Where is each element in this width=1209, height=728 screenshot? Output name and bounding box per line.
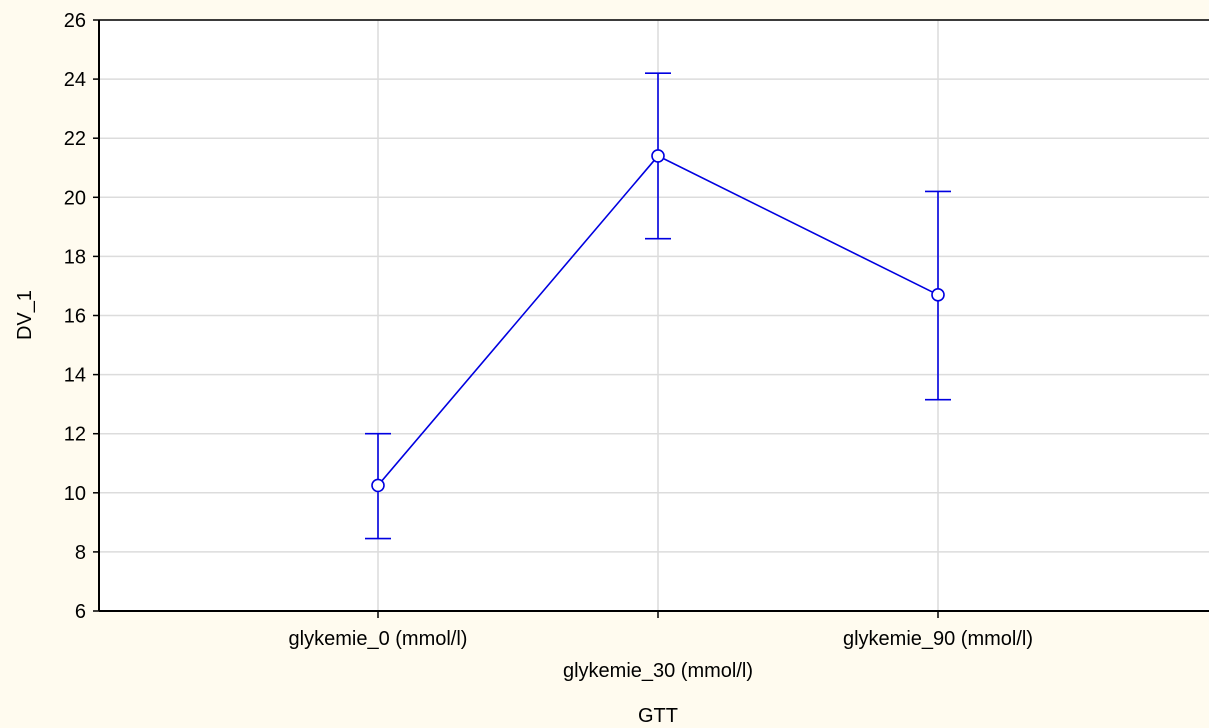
y-tick-label: 22 (64, 128, 86, 150)
x-tick-label: glykemie_0 (mmol/l) (289, 628, 468, 650)
axes-layer (93, 19, 1209, 618)
y-tick-label: 10 (64, 483, 86, 505)
y-tick-label: 24 (64, 69, 86, 91)
y-tick-label: 14 (64, 365, 86, 387)
data-point (371, 478, 385, 493)
x-tick-labels: glykemie_0 (mmol/l) glykemie_30 (mmol/l) g… (289, 628, 1034, 682)
y-tick-label: 6 (75, 601, 86, 623)
y-tick-label: 20 (64, 187, 86, 209)
y-tick-labels: 6 8 10 12 14 16 18 20 22 24 26 (64, 10, 86, 623)
data-point (931, 288, 945, 302)
y-tick-label: 26 (64, 10, 86, 32)
x-tick-label: glykemie_30 (mmol/l) (563, 660, 753, 682)
y-tick-label: 16 (64, 306, 86, 328)
data-point (651, 149, 665, 163)
y-tick-label: 12 (64, 424, 86, 446)
series-layer (365, 72, 951, 540)
x-axis-title: GTT (638, 705, 678, 727)
y-axis-title: DV_1 (14, 290, 36, 340)
y-tick-label: 18 (64, 246, 86, 268)
x-tick-label: glykemie_90 (mmol/l) (843, 628, 1033, 650)
y-tick-label: 8 (75, 542, 86, 564)
